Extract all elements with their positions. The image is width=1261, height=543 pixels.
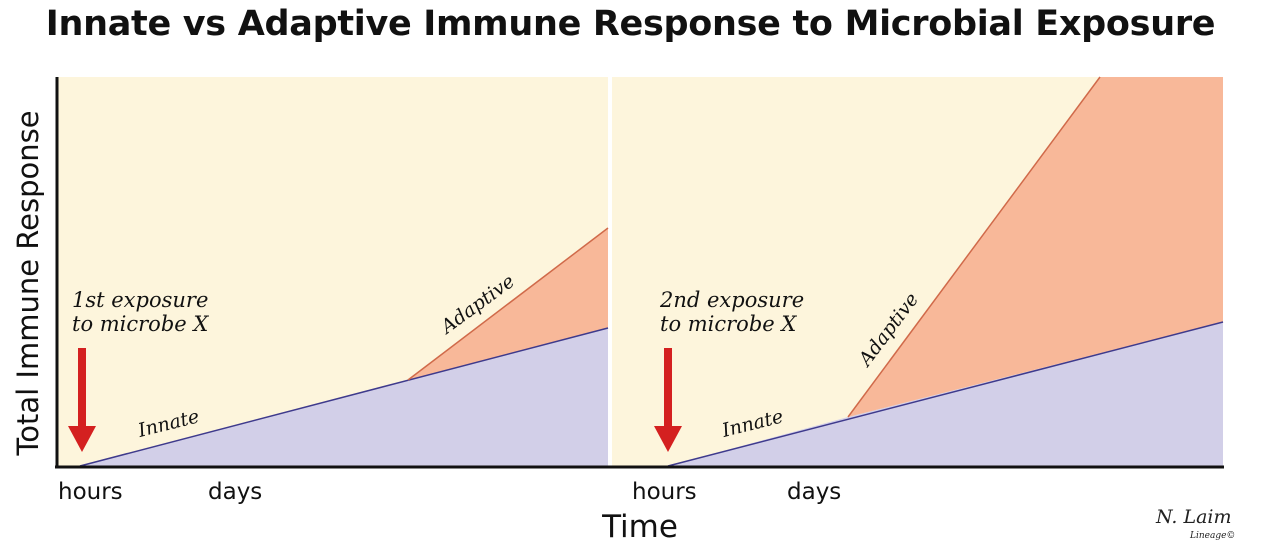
artist-signature: N. Laim: [1155, 506, 1232, 528]
x-axis-title: Time: [601, 509, 678, 543]
panel-2-adaptive-area: [848, 77, 1223, 417]
panel-2-innate-line: [667, 321, 1224, 467]
y-axis-title: Total Immune Response: [11, 110, 45, 456]
panel-1-innate-line: [79, 327, 609, 467]
x-tick-hours-2: hours: [632, 479, 697, 505]
panel-2-exposure-arrow: [654, 348, 682, 452]
panel-1-exposure-note: 1st exposure to microbe X: [72, 288, 215, 336]
diagram-title: Innate vs Adaptive Immune Response to Mi…: [45, 4, 1216, 44]
panel-1-exposure-arrow: [68, 348, 96, 452]
x-tick-days-1: days: [208, 479, 262, 505]
panel-2-adaptive-line: [847, 76, 1101, 418]
artist-credit: Lineage©: [1189, 531, 1235, 541]
panel-1-adaptive-line: [407, 227, 609, 381]
panel-2-exposure-note: 2nd exposure to microbe X: [659, 288, 811, 336]
x-tick-days-2: days: [787, 479, 841, 505]
x-tick-hours-1: hours: [58, 479, 123, 505]
